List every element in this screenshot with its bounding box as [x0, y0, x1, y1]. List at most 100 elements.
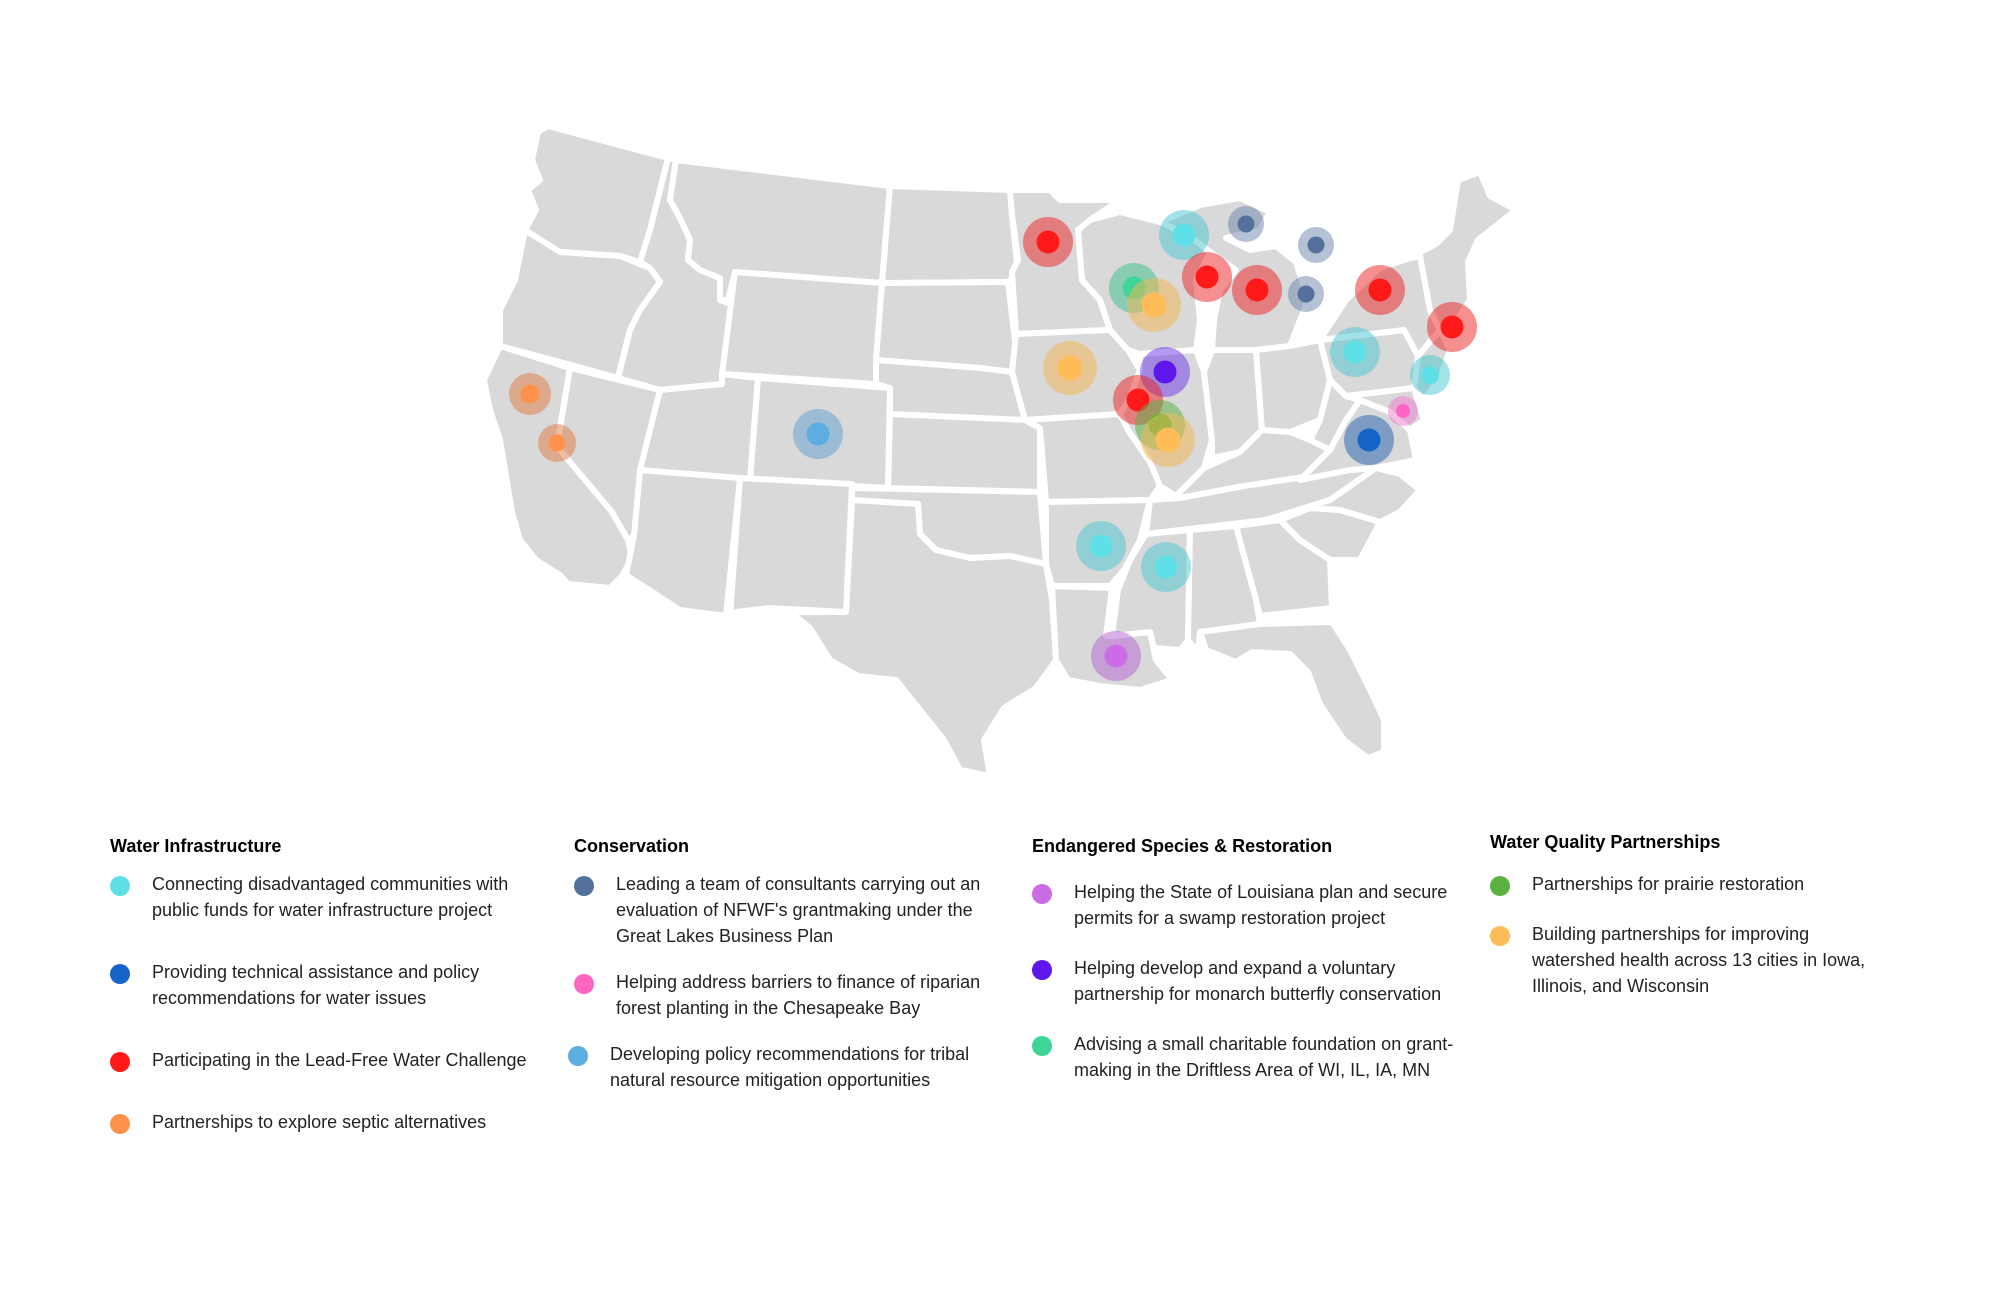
map-marker-watershed[interactable] — [1141, 413, 1195, 467]
legend-dot-tech-assist-icon — [110, 964, 130, 984]
map-marker-great-lakes[interactable] — [1298, 227, 1334, 263]
legend-heading: Water Quality Partnerships — [1490, 832, 1721, 852]
map-marker-lead-free[interactable] — [1427, 302, 1477, 352]
map-marker-disadvantaged[interactable] — [1410, 355, 1450, 395]
legend-label: Developing policy recommendations for tr… — [610, 1044, 970, 1090]
marker-dot-icon — [1357, 428, 1381, 452]
marker-dot-icon — [1172, 223, 1196, 247]
map-marker-disadvantaged[interactable] — [1159, 210, 1209, 260]
legend-dot-driftless-icon — [1032, 1036, 1052, 1056]
us-project-map — [484, 126, 1516, 779]
marker-dot-icon — [1440, 315, 1464, 339]
marker-dot-icon — [520, 384, 540, 404]
marker-dot-icon — [1154, 555, 1178, 579]
map-marker-lead-free[interactable] — [1182, 252, 1232, 302]
legend-dot-lead-free-icon — [110, 1052, 130, 1072]
map-marker-monarch[interactable] — [1140, 347, 1190, 397]
legend-label: Leading a team of consultants carrying o… — [616, 874, 981, 946]
marker-dot-icon — [548, 434, 566, 452]
map-marker-tribal[interactable] — [793, 409, 843, 459]
state-nc — [1263, 465, 1423, 525]
marker-dot-icon — [1155, 427, 1181, 453]
legend-label: Building partnerships for improving wate… — [1532, 924, 1866, 996]
legend-item: Advising a small charitable foundation o… — [1032, 1031, 1462, 1083]
marker-dot-icon — [1396, 404, 1410, 418]
map-marker-disadvantaged[interactable] — [1076, 521, 1126, 571]
marker-dot-icon — [1237, 215, 1255, 233]
state-wy — [719, 269, 885, 387]
marker-dot-icon — [1057, 355, 1083, 381]
legend-label: Connecting disadvantaged communities wit… — [152, 874, 509, 920]
state-ks — [885, 411, 1043, 495]
marker-dot-icon — [1297, 285, 1315, 303]
legend-item: Helping develop and expand a voluntary p… — [1032, 955, 1462, 1007]
legend-label: Providing technical assistance and polic… — [152, 962, 480, 1008]
legend: Water Infrastructure Connecting disadvan… — [0, 832, 2000, 1296]
state-nm — [727, 475, 855, 619]
state-tx — [787, 497, 1059, 779]
map-marker-disadvantaged[interactable] — [1330, 327, 1380, 377]
marker-dot-icon — [1307, 236, 1325, 254]
us-states-map — [484, 126, 1516, 779]
legend-dot-septic-icon — [110, 1114, 130, 1134]
legend-dot-monarch-icon — [1032, 960, 1052, 980]
legend-label: Helping develop and expand a voluntary p… — [1074, 958, 1442, 1004]
legend-item: Providing technical assistance and polic… — [110, 959, 540, 1011]
legend-dot-disadvantaged-icon — [110, 876, 130, 896]
marker-dot-icon — [1036, 230, 1060, 254]
state-ne — [873, 357, 1028, 423]
legend-item: Developing policy recommendations for tr… — [568, 1041, 1004, 1093]
map-marker-great-lakes[interactable] — [1228, 206, 1264, 242]
legend-heading: Conservation — [574, 836, 690, 856]
marker-dot-icon — [1153, 360, 1177, 384]
marker-dot-icon — [1089, 534, 1113, 558]
state-az — [623, 467, 743, 619]
legend-label: Helping address barriers to finance of r… — [616, 972, 981, 1018]
legend-dot-chesapeake-icon — [574, 974, 594, 994]
legend-item: Partnerships for prairie restoration — [1490, 871, 1890, 897]
legend-item: Connecting disadvantaged communities wit… — [110, 871, 540, 923]
state-nd — [879, 183, 1021, 286]
legend-label: Participating in the Lead-Free Water Cha… — [152, 1050, 527, 1070]
legend-dot-prairie-icon — [1490, 876, 1510, 896]
legend-dot-watershed-icon — [1490, 926, 1510, 946]
marker-dot-icon — [1343, 340, 1367, 364]
legend-item: Leading a team of consultants carrying o… — [574, 871, 1004, 949]
legend-item: Building partnerships for improving wate… — [1490, 921, 1890, 999]
legend-dot-tribal-icon — [568, 1046, 588, 1066]
legend-heading: Endangered Species & Restoration — [1032, 836, 1333, 856]
legend-column-conservation: Conservation Leading a team of consultan… — [568, 836, 1004, 1117]
legend-heading: Water Infrastructure — [110, 836, 282, 856]
map-marker-watershed[interactable] — [1127, 278, 1181, 332]
map-marker-lead-free[interactable] — [1023, 217, 1073, 267]
state-ut — [637, 371, 761, 483]
legend-dot-great-lakes-icon — [574, 876, 594, 896]
marker-dot-icon — [1104, 644, 1128, 668]
legend-column-water-quality: Water Quality Partnerships Partnerships … — [1490, 832, 1890, 1023]
legend-dot-swamp-icon — [1032, 884, 1052, 904]
marker-dot-icon — [1368, 278, 1392, 302]
map-marker-lead-free[interactable] — [1232, 265, 1282, 315]
legend-column-endangered-species: Endangered Species & Restoration Helping… — [1032, 836, 1462, 1107]
legend-column-water-infrastructure: Water Infrastructure Connecting disadvan… — [110, 836, 540, 1159]
map-marker-chesapeake[interactable] — [1388, 396, 1418, 426]
map-marker-swamp[interactable] — [1091, 631, 1141, 681]
map-marker-septic[interactable] — [509, 373, 551, 415]
map-marker-lead-free[interactable] — [1355, 265, 1405, 315]
map-marker-great-lakes[interactable] — [1288, 276, 1324, 312]
legend-item: Participating in the Lead-Free Water Cha… — [110, 1047, 540, 1073]
map-marker-septic[interactable] — [538, 424, 576, 462]
map-marker-tech-assist[interactable] — [1344, 415, 1394, 465]
map-marker-watershed[interactable] — [1043, 341, 1097, 395]
state-sd — [873, 279, 1019, 375]
legend-item: Helping address barriers to finance of r… — [574, 969, 1004, 1021]
legend-label: Partnerships to explore septic alternati… — [152, 1112, 487, 1132]
marker-dot-icon — [806, 422, 830, 446]
legend-label: Advising a small charitable foundation o… — [1074, 1034, 1454, 1080]
map-marker-disadvantaged[interactable] — [1141, 542, 1191, 592]
marker-dot-icon — [1421, 366, 1439, 384]
marker-dot-icon — [1141, 292, 1167, 318]
legend-label: Helping the State of Louisiana plan and … — [1074, 882, 1448, 928]
marker-dot-icon — [1245, 278, 1269, 302]
state-fl — [1197, 619, 1387, 761]
